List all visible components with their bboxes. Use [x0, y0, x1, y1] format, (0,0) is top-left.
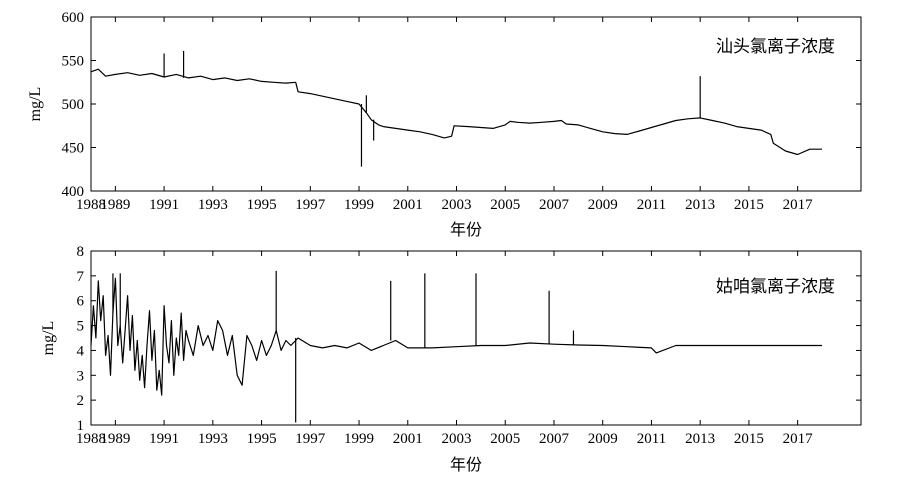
y-tick-label: 2	[77, 393, 85, 409]
x-tick-label: 1988	[76, 431, 106, 447]
x-tick-label: 1989	[100, 431, 130, 447]
y-tick-label: 8	[77, 244, 85, 260]
x-tick-label: 1989	[100, 197, 130, 213]
x-tick-label: 1991	[149, 197, 179, 213]
x-tick-label: 2005	[490, 197, 520, 213]
y-tick-label: 400	[62, 184, 85, 200]
y-axis-label: mg/L	[27, 87, 44, 122]
x-tick-label: 1991	[149, 431, 179, 447]
y-tick-label: 4	[77, 343, 85, 359]
y-tick-label: 550	[62, 54, 85, 70]
x-tick-label: 2013	[685, 197, 715, 213]
x-tick-label: 1988	[76, 197, 106, 213]
x-tick-label: 1993	[198, 197, 228, 213]
x-tick-label: 1997	[295, 197, 326, 213]
y-tick-label: 6	[77, 294, 85, 310]
x-tick-label: 2017	[783, 197, 814, 213]
legend-label: 汕头氯离子浓度	[716, 37, 835, 56]
x-tick-label: 1995	[247, 431, 277, 447]
x-tick-label: 2007	[539, 197, 570, 213]
series-line	[90, 277, 822, 396]
x-tick-label: 2003	[442, 431, 472, 447]
x-tick-label: 2009	[588, 197, 618, 213]
x-axis-label: 年份	[450, 456, 482, 474]
x-tick-label: 1997	[295, 431, 326, 447]
y-axis-label: mg/L	[40, 321, 57, 356]
y-tick-label: 1	[77, 418, 85, 434]
x-tick-label: 1999	[344, 431, 374, 447]
x-tick-label: 2001	[393, 431, 423, 447]
x-tick-label: 2013	[685, 431, 715, 447]
legend-label: 姑咱氯离子浓度	[716, 277, 835, 296]
series-line	[90, 68, 822, 156]
x-tick-label: 1999	[344, 197, 374, 213]
y-tick-label: 7	[77, 269, 85, 285]
x-axis-label: 年份	[450, 221, 482, 239]
x-tick-label: 2009	[588, 431, 618, 447]
y-tick-label: 450	[62, 141, 85, 157]
x-tick-label: 2017	[783, 431, 814, 447]
y-tick-label: 600	[62, 10, 85, 26]
x-tick-label: 2015	[734, 197, 764, 213]
x-tick-label: 1995	[247, 197, 277, 213]
x-tick-label: 2003	[442, 197, 472, 213]
x-tick-label: 2011	[637, 431, 666, 447]
y-tick-label: 500	[62, 97, 85, 113]
y-tick-label: 3	[77, 368, 85, 384]
x-tick-label: 1993	[198, 431, 228, 447]
x-tick-label: 2007	[539, 431, 570, 447]
x-tick-label: 2005	[490, 431, 520, 447]
x-tick-label: 2011	[637, 197, 666, 213]
x-tick-label: 2001	[393, 197, 423, 213]
x-tick-label: 2015	[734, 431, 764, 447]
y-tick-label: 5	[77, 319, 85, 335]
